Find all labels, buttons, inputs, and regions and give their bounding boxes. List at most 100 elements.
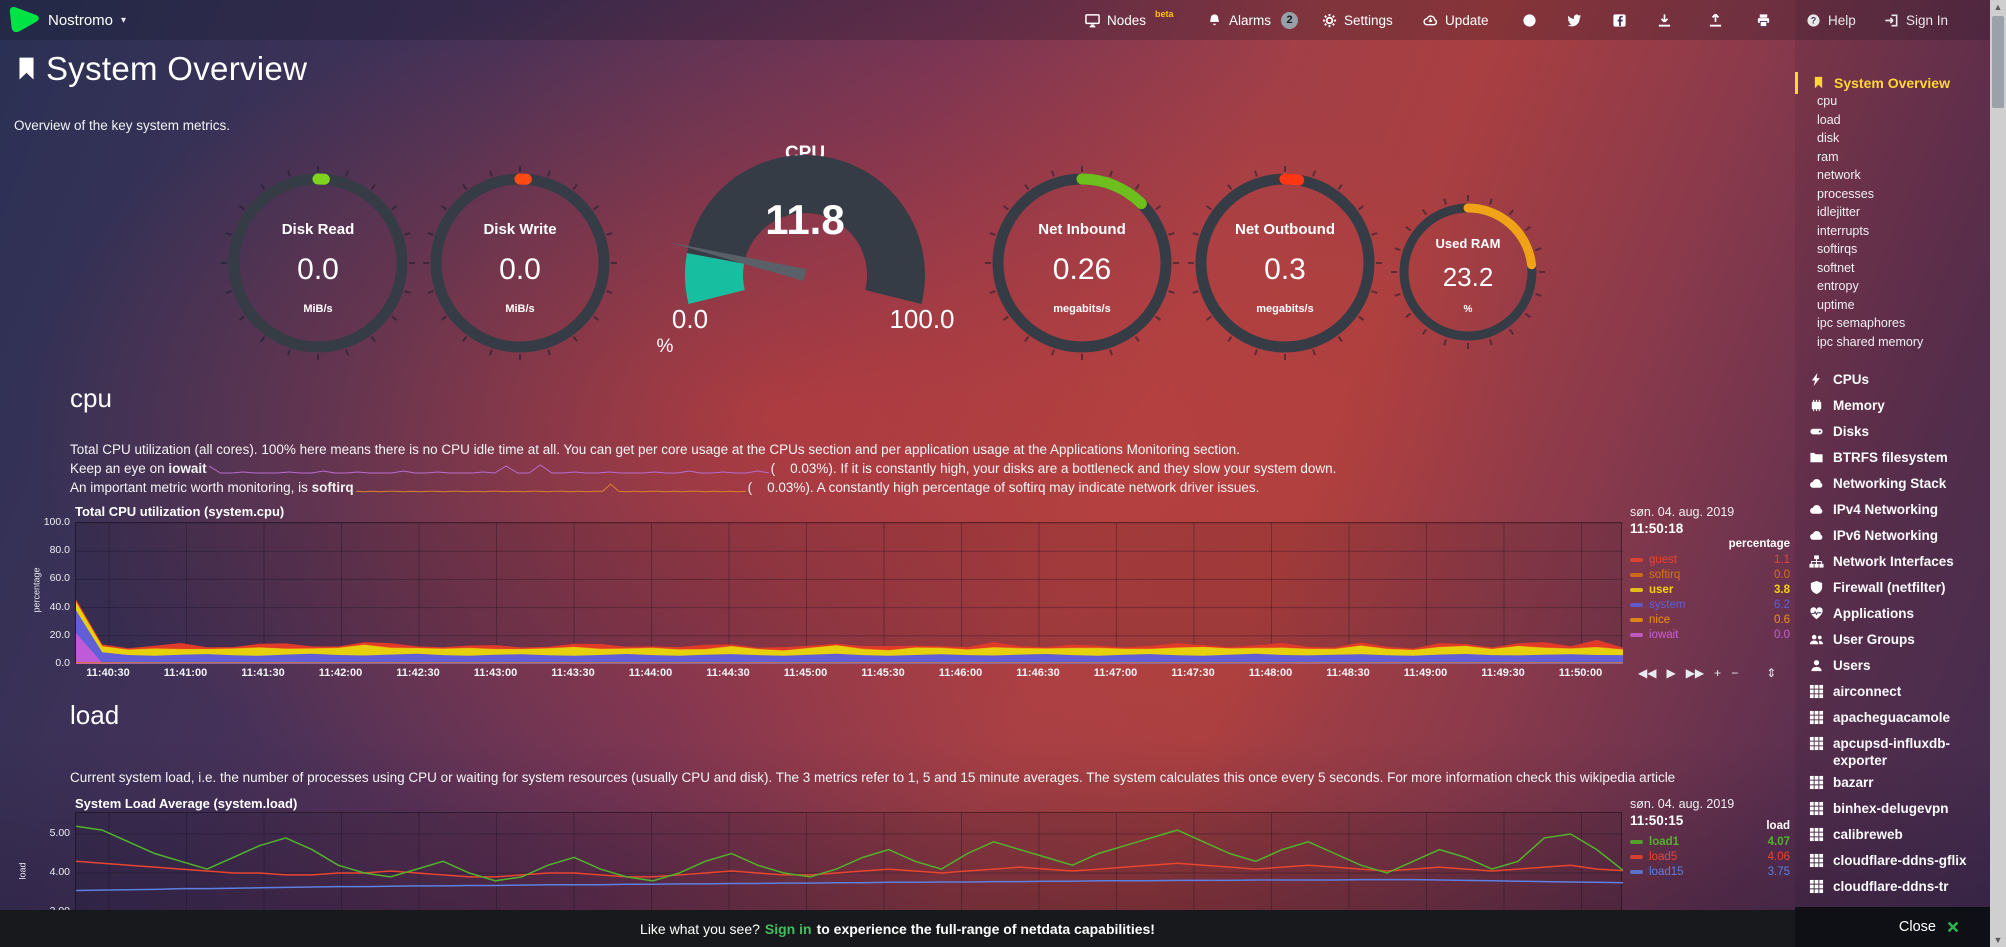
sidebar-item-interrupts[interactable]: interrupts [1817,223,1870,238]
download-button[interactable] [1657,0,1672,40]
nodes-label: Nodes [1107,12,1147,28]
scrollbar-down-arrow[interactable]: ▼ [1993,935,2003,945]
zoom-in-button[interactable]: + [1714,666,1722,680]
sidebar-section-users[interactable]: Users [1809,652,1985,678]
sidebar-section-cloudflare-ddns-gflix[interactable]: cloudflare-ddns-gflix [1809,847,1985,873]
upload-button[interactable] [1708,0,1723,40]
page-scrollbar[interactable]: ▲ ▼ [1990,0,2006,947]
sidebar-section-apacheguacamole[interactable]: apacheguacamole [1809,704,1985,730]
print-button[interactable] [1756,0,1771,40]
sidebar-section-firewall-netfilter-[interactable]: Firewall (netfilter) [1809,574,1985,600]
legend-swatch [1630,572,1643,577]
sidebar-item-disk[interactable]: disk [1817,131,1840,145]
sidebar-item-cpu[interactable]: cpu [1817,94,1838,108]
disk-write-gauge[interactable]: Disk Write 0.0 MiB/s [420,163,620,363]
printer-icon [1756,13,1771,28]
cloud-icon [1809,528,1824,543]
legend-item-iowait[interactable]: iowait 0.0 [1630,627,1790,642]
sidebar-item-processes[interactable]: processes [1817,186,1874,201]
legend-item-load15[interactable]: load15 3.75 [1630,864,1790,879]
sidebar-section-applications[interactable]: Applications [1809,600,1985,626]
signin-button[interactable]: Sign In [1884,0,1948,40]
close-icon[interactable] [1946,920,1960,934]
legend-item-softirq[interactable]: softirq 0.0 [1630,567,1790,582]
grid-icon [1809,684,1824,699]
sidebar-section-user-groups[interactable]: User Groups [1809,626,1985,652]
sidebar-section-memory[interactable]: Memory [1809,392,1985,418]
sidebar-section-ipv6-networking[interactable]: IPv6 Networking [1809,522,1985,548]
folder-icon [1809,450,1824,465]
cpu-chart-plot[interactable] [75,522,1623,664]
netdata-logo-icon[interactable] [8,5,40,35]
legend-item-system[interactable]: system 6.2 [1630,597,1790,612]
sidebar-section-cloudflare-ddns-tr[interactable]: cloudflare-ddns-tr [1809,873,1985,899]
update-button[interactable]: Update [1423,0,1489,40]
sidebar-section-binhex-delugevpn[interactable]: binhex-delugevpn [1809,795,1985,821]
cpu-section-heading: cpu [70,383,112,413]
sidebar-item-entropy[interactable]: entropy [1817,279,1859,293]
legend-item-nice[interactable]: nice 0.6 [1630,612,1790,627]
sidebar-item-ipc-shared-memory[interactable]: ipc shared memory [1817,334,1924,349]
legend-swatch [1630,617,1643,622]
load-chart-legend: load load1 4.07 load5 4.06 load15 3.75 [1630,820,1790,879]
sidebar-item-ipc-semaphores[interactable]: ipc semaphores [1817,316,1906,330]
zoom-out-button[interactable]: − [1731,666,1739,680]
hostname-dropdown[interactable]: Nostromo ▾ [48,0,126,40]
sidebar-section-bazarr[interactable]: bazarr [1809,769,1985,795]
grid-icon [1809,801,1824,816]
net-inbound-gauge[interactable]: Net Inbound 0.26 megabits/s [982,163,1182,363]
net-outbound-gauge[interactable]: Net Outbound 0.3 megabits/s [1185,163,1385,363]
legend-item-load1[interactable]: load1 4.07 [1630,834,1790,849]
used-ram-gauge[interactable]: Used RAM 23.2% [1388,192,1548,352]
sidebar-section-btrfs-filesystem[interactable]: BTRFS filesystem [1809,444,1985,470]
sidebar-section-networking-stack[interactable]: Networking Stack [1809,470,1985,496]
cpu-chart-date: søn. 04. aug. 2019 [1630,505,1735,519]
sidebar-section-label: BTRFS filesystem [1833,450,1948,465]
alarms-button[interactable]: Alarms 2 [1207,0,1299,40]
disk-read-gauge[interactable]: Disk Read 0.0 MiB/s [218,163,418,363]
sidebar-item-load[interactable]: load [1817,112,1841,127]
scrollbar-thumb[interactable] [1992,16,2004,108]
sidebar-section-network-interfaces[interactable]: Network Interfaces [1809,548,1985,574]
twitter-button[interactable] [1567,0,1582,40]
sidebar-section-cpus[interactable]: CPUs [1809,366,1985,392]
legend-item-guest[interactable]: guest 1.1 [1630,552,1790,567]
facebook-icon [1612,13,1627,28]
help-button[interactable]: ? Help [1806,0,1856,40]
sidebar-section-apcupsd-influxdb-exporter[interactable]: apcupsd-influxdb-exporter [1809,730,1985,769]
sidebar-item-network[interactable]: network [1817,168,1861,182]
g-net-in-value: 0.26 [1052,253,1112,286]
sidebar-section-disks[interactable]: Disks [1809,418,1985,444]
legend-swatch [1630,587,1643,592]
sidebar-item-system-overview[interactable]: System Overview [1812,75,1950,91]
sidebar-item-softnet[interactable]: softnet [1817,260,1855,275]
sidebar-section-calibreweb[interactable]: calibreweb [1809,821,1985,847]
nodes-button[interactable]: Nodes beta [1085,0,1174,40]
play-button[interactable]: ▶ [1666,666,1676,680]
sidebar-item-idlejitter[interactable]: idlejitter [1817,205,1861,219]
banner-signin-link[interactable]: Sign in [764,920,812,937]
load-section-heading: load [70,700,120,730]
legend-item-load5[interactable]: load5 4.06 [1630,849,1790,864]
legend-item-user[interactable]: user 3.8 [1630,582,1790,597]
cpu-chart-controls: ◀◀ ▶ ▶▶ + − ⇕ [1638,666,1776,680]
sidebar-section-airconnect[interactable]: airconnect [1809,678,1985,704]
cpu-x-tick: 11:42:00 [318,667,363,679]
sidebar-section-ipv4-networking[interactable]: IPv4 Networking [1809,496,1985,522]
facebook-button[interactable] [1612,0,1627,40]
cpu-x-tick: 11:47:00 [1093,667,1138,679]
resize-handle[interactable]: ⇕ [1766,666,1777,680]
github-button[interactable] [1522,0,1537,40]
settings-button[interactable]: Settings [1322,0,1393,40]
cpu-x-tick: 11:47:30 [1171,667,1215,679]
scrollbar-up-arrow[interactable]: ▲ [1993,2,2003,12]
sidebar-item-softirqs[interactable]: softirqs [1817,242,1858,256]
cpu-gauge[interactable]: 11.8 0.0 100.0% [645,128,965,378]
legend-name: guest [1649,553,1678,566]
pan-left-button[interactable]: ◀◀ [1638,666,1657,680]
sidebar-item-ram[interactable]: ram [1817,149,1839,164]
grid-icon [1809,879,1824,894]
pan-right-button[interactable]: ▶▶ [1685,666,1705,680]
sidebar-item-uptime[interactable]: uptime [1817,297,1855,312]
monitor-icon [1085,13,1100,28]
